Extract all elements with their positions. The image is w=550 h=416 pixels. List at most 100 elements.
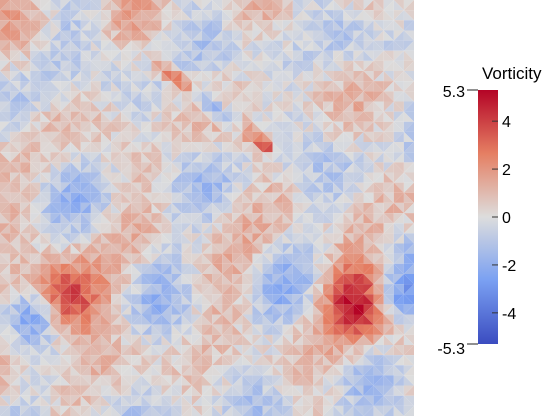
vorticity-cell (353, 395, 364, 406)
vorticity-cell (403, 263, 414, 274)
vorticity-cell (161, 355, 172, 366)
vorticity-cell (272, 314, 283, 325)
vorticity-cell (313, 91, 324, 102)
vorticity-cell (161, 182, 172, 193)
vorticity-cell (403, 71, 414, 82)
vorticity-cell (80, 213, 91, 224)
vorticity-cell (60, 385, 71, 396)
vorticity-cell (121, 284, 132, 295)
vorticity-cell (383, 365, 394, 376)
vorticity-cell (100, 101, 112, 112)
vorticity-cell (121, 101, 132, 112)
vorticity-cell (70, 111, 81, 122)
vorticity-cell (141, 294, 152, 305)
vorticity-cell (232, 121, 243, 132)
vorticity-cell (141, 344, 152, 356)
vorticity-cell (121, 10, 132, 21)
vorticity-cell (50, 355, 61, 366)
vorticity-cell (383, 142, 394, 153)
vorticity-cell (141, 192, 152, 203)
vorticity-cell (191, 101, 202, 112)
vorticity-cell (353, 344, 364, 356)
vorticity-cell (373, 81, 384, 92)
vorticity-cell (222, 253, 233, 264)
vorticity-cell (282, 111, 293, 122)
vorticity-cell (10, 0, 21, 11)
vorticity-cell (262, 81, 273, 92)
vorticity-cell (333, 324, 344, 335)
vorticity-cell (222, 395, 233, 406)
vorticity-cell (60, 355, 71, 366)
vorticity-cell (282, 375, 293, 386)
vorticity-cell (111, 263, 122, 274)
vorticity-cell (343, 334, 354, 345)
vorticity-cell (212, 253, 223, 264)
vorticity-cell (333, 111, 344, 122)
vorticity-cell (272, 71, 283, 82)
vorticity-cell (40, 131, 51, 143)
vorticity-cell (373, 263, 384, 274)
vorticity-cell (313, 405, 324, 416)
vorticity-cell (121, 20, 132, 31)
vorticity-cell (161, 20, 172, 31)
vorticity-cell (343, 162, 354, 173)
vorticity-cell (292, 142, 303, 153)
vorticity-cell (272, 284, 283, 295)
vorticity-cell (171, 405, 182, 416)
vorticity-cell (262, 294, 273, 305)
vorticity-cell (181, 253, 192, 264)
vorticity-cell (181, 324, 192, 335)
vorticity-cell (282, 182, 293, 193)
vorticity-cell (373, 71, 384, 82)
vorticity-cell (373, 60, 384, 72)
vorticity-cell (282, 172, 293, 183)
vorticity-cell (323, 192, 334, 203)
vorticity-cell (201, 213, 213, 224)
vorticity-cell (373, 334, 384, 345)
vorticity-cell (131, 40, 142, 51)
vorticity-cell (40, 91, 51, 102)
vorticity-cell (30, 253, 41, 264)
vorticity-cell (363, 284, 374, 295)
vorticity-cell (313, 162, 324, 173)
vorticity-cell (292, 202, 303, 214)
vorticity-cell (201, 243, 213, 254)
vorticity-cell (30, 202, 41, 214)
vorticity-cell (262, 355, 273, 366)
vorticity-cell (242, 121, 253, 132)
vorticity-cell (383, 182, 394, 193)
vorticity-cell (252, 273, 263, 285)
vorticity-cell (151, 223, 162, 234)
vorticity-cell (191, 284, 202, 295)
vorticity-cell (383, 304, 394, 315)
vorticity-cell (131, 213, 142, 224)
vorticity-cell (333, 121, 344, 132)
vorticity-cell (393, 355, 404, 366)
vorticity-cell (353, 355, 364, 366)
vorticity-cell (373, 0, 384, 11)
vorticity-cell (60, 131, 71, 143)
vorticity-cell (403, 81, 414, 92)
vorticity-cell (20, 395, 31, 406)
vorticity-cell (70, 202, 81, 214)
vorticity-cell (343, 152, 354, 163)
vorticity-cell (90, 375, 101, 386)
vorticity-cell (100, 375, 112, 386)
vorticity-cell (383, 294, 394, 305)
vorticity-cell (181, 223, 192, 234)
vorticity-cell (111, 314, 122, 325)
vorticity-cell (70, 263, 81, 274)
vorticity-cell (282, 30, 293, 41)
vorticity-cell (40, 111, 51, 122)
vorticity-cell (191, 162, 202, 173)
vorticity-cell (80, 60, 91, 72)
vorticity-cell (151, 213, 162, 224)
vorticity-cell (272, 233, 283, 244)
vorticity-cell (313, 182, 324, 193)
vorticity-cell (141, 253, 152, 264)
vorticity-cell (333, 365, 344, 376)
vorticity-cell (20, 304, 31, 315)
vorticity-cell (40, 263, 51, 274)
vorticity-cell (100, 192, 112, 203)
vorticity-cell (323, 375, 334, 386)
